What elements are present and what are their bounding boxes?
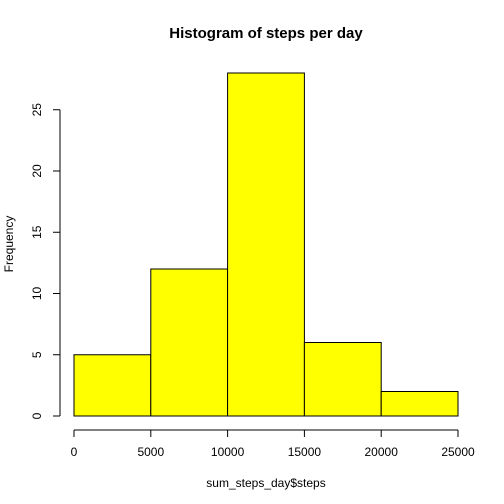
y-tick-label: 10 <box>30 287 44 301</box>
histogram-bar-3 <box>303 342 382 417</box>
histogram-bar-0 <box>73 354 152 417</box>
histogram-bar-4 <box>380 391 459 417</box>
bars-group <box>73 72 459 417</box>
y-tick-label: 15 <box>30 225 44 239</box>
y-tick-label: 5 <box>30 351 44 358</box>
x-tick-label: 5000 <box>137 445 164 459</box>
x-tick-label: 10000 <box>211 445 245 459</box>
chart-title: Histogram of steps per day <box>169 25 363 42</box>
x-axis: 0 5000 10000 15000 20000 25000 <box>71 429 475 459</box>
x-tick-label: 25000 <box>441 445 475 459</box>
x-tick-label: 0 <box>71 445 78 459</box>
y-tick-label: 20 <box>30 164 44 178</box>
histogram-bar-2 <box>227 72 305 417</box>
y-axis: 0 5 10 15 20 25 <box>30 103 61 419</box>
x-tick-label: 20000 <box>365 445 399 459</box>
x-axis-label: sum_steps_day$steps <box>206 476 325 490</box>
x-tick-label: 15000 <box>288 445 322 459</box>
y-axis-label: Frequency <box>2 216 16 273</box>
y-tick-label: 0 <box>30 412 44 419</box>
histogram-bar-1 <box>150 268 229 417</box>
y-tick-label: 25 <box>30 103 44 117</box>
